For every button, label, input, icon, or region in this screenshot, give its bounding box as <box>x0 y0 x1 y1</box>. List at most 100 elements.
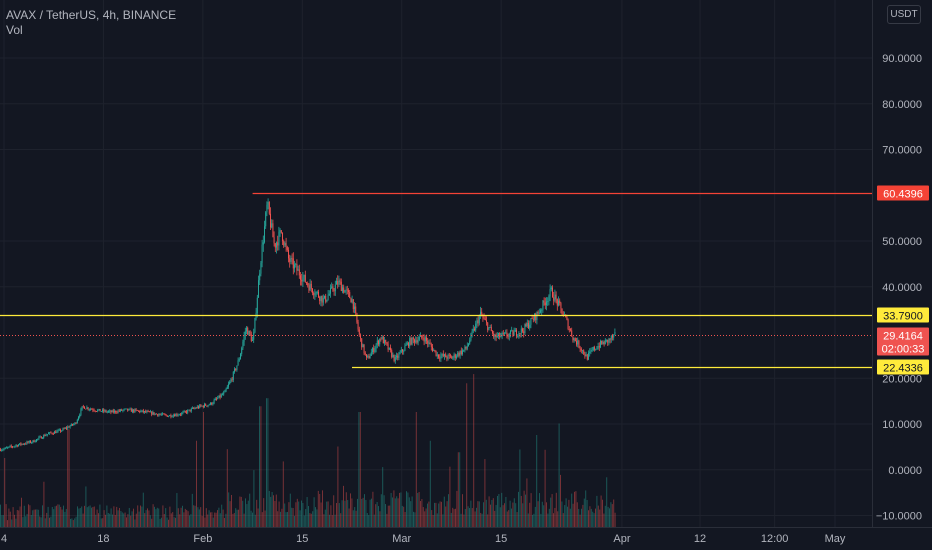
candle-body <box>268 202 270 214</box>
candle-body <box>194 408 196 409</box>
candle-body <box>512 330 514 336</box>
volume-bar <box>532 514 533 527</box>
candle-body <box>134 409 136 412</box>
volume-bar <box>418 491 420 527</box>
volume-bar <box>120 510 122 527</box>
candle-body <box>373 347 375 352</box>
candle-body <box>273 237 275 244</box>
volume-bar <box>497 495 498 527</box>
volume-indicator-label[interactable]: Vol <box>6 23 23 37</box>
candle-body <box>14 445 16 447</box>
candle-body <box>54 431 55 434</box>
volume-bar <box>397 498 399 527</box>
volume-bar <box>96 509 98 527</box>
candle-body <box>591 350 593 351</box>
volume-bar <box>369 499 371 527</box>
candle-body <box>129 408 131 410</box>
volume-bar <box>43 481 45 527</box>
candle-body <box>104 410 106 412</box>
candle-body <box>218 395 220 399</box>
symbol-title[interactable]: AVAX / TetherUS, 4h, BINANCE <box>6 8 177 22</box>
countdown-label: 02:00:33 <box>882 344 925 356</box>
volume-bar <box>284 503 286 527</box>
candle-body <box>531 318 533 319</box>
candle-body <box>451 356 453 359</box>
volume-bar <box>123 513 125 527</box>
candle-body <box>322 297 324 303</box>
candle-body <box>50 432 52 434</box>
candle-body <box>424 337 426 342</box>
volume-bar <box>40 517 42 527</box>
candle-body <box>205 404 207 406</box>
currency-button[interactable]: USDT <box>887 5 921 24</box>
volume-bar <box>336 503 337 527</box>
volume-bar <box>581 508 582 527</box>
volume-bar <box>145 510 147 527</box>
price-axis[interactable]: 90.0000 80.0000 70.0000 50.0000 40.0000 20.00… <box>876 53 922 523</box>
volume-bar <box>366 513 368 527</box>
volume-bar <box>72 520 74 527</box>
volume-bar <box>596 495 598 527</box>
volume-bar <box>309 513 311 527</box>
candle-body <box>541 309 543 311</box>
candle-body <box>601 340 603 344</box>
volume-bar <box>492 498 494 527</box>
candle-body <box>231 379 233 381</box>
volume-bar <box>453 509 455 527</box>
candle-body <box>346 289 348 291</box>
candle-body <box>132 409 133 412</box>
volume-bar <box>50 516 52 527</box>
candle-body <box>162 413 163 415</box>
candle-body <box>214 398 216 401</box>
candle-body <box>421 335 423 338</box>
candle-body <box>304 274 306 283</box>
volume-bar <box>313 497 315 527</box>
horizontal-levels[interactable] <box>0 192 872 369</box>
volume-bar <box>186 509 188 527</box>
volume-bar <box>32 510 34 527</box>
volume-bar <box>303 515 305 527</box>
candle-body <box>384 339 385 344</box>
candle-body <box>92 409 94 411</box>
date-tick-label: 18 <box>97 533 109 545</box>
candle-body <box>300 275 301 280</box>
candle-body <box>61 430 63 432</box>
candle-body <box>477 320 479 324</box>
volume-bar <box>67 429 69 527</box>
volume-bar <box>1 515 3 527</box>
candle-body <box>278 231 280 246</box>
candle-body <box>66 427 67 429</box>
volume-bar <box>263 498 265 527</box>
volume-bar <box>354 507 356 527</box>
volume-bar <box>373 514 375 527</box>
volume-bar <box>396 496 398 527</box>
volume-bar <box>64 511 66 527</box>
candle-body <box>216 398 217 400</box>
volume-bar <box>218 507 220 527</box>
candle-body <box>372 347 373 353</box>
volume-bar <box>417 493 419 527</box>
candle-body <box>28 440 30 443</box>
candle-body <box>193 407 195 409</box>
volume-bar <box>574 491 575 527</box>
candle-body <box>64 427 66 429</box>
candle-body <box>448 354 450 356</box>
candle-body <box>228 384 229 387</box>
candle-body <box>13 446 15 448</box>
volume-bar <box>564 505 566 527</box>
candle-body <box>12 446 13 448</box>
volume-bar <box>315 507 316 527</box>
candle-body <box>528 322 529 328</box>
candle-body <box>429 342 431 345</box>
volume-bar <box>148 510 150 527</box>
volume-bar <box>526 478 528 527</box>
volume-bar <box>9 511 11 527</box>
candle-body <box>133 409 135 412</box>
volume-bar <box>602 499 603 527</box>
candle-body <box>457 352 459 357</box>
candle-body <box>282 232 283 242</box>
time-axis[interactable]: 4 18 Feb 15 Mar 15 Apr 12 12:00 May <box>1 533 846 545</box>
volume-bar <box>329 514 330 527</box>
volume-bar <box>21 497 22 527</box>
